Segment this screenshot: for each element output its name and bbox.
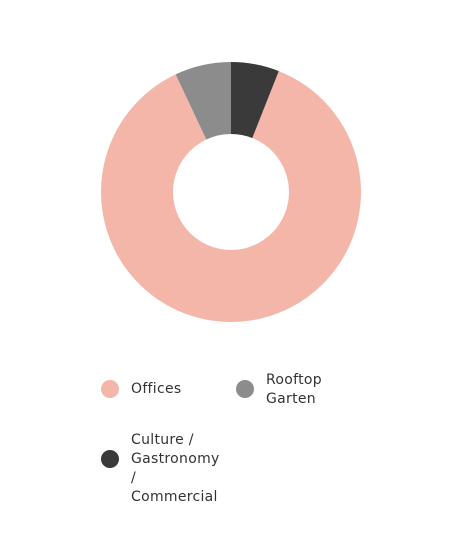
chart bbox=[100, 62, 361, 322]
legend-label: Culture / Gastronomy / Commercial bbox=[131, 432, 220, 505]
legend-item: Culture / Gastronomy / Commercial bbox=[101, 431, 241, 507]
legend-swatch bbox=[101, 380, 119, 398]
legend-item: Rooftop Garten bbox=[236, 371, 336, 409]
legend-label: Rooftop Garten bbox=[266, 372, 322, 407]
legend-swatch bbox=[236, 380, 254, 398]
slice bbox=[231, 62, 279, 139]
legend-item: Offices bbox=[101, 380, 221, 399]
slice bbox=[100, 71, 361, 322]
legend-swatch bbox=[101, 450, 119, 468]
legend-label: Offices bbox=[131, 381, 182, 397]
slice bbox=[175, 62, 231, 140]
